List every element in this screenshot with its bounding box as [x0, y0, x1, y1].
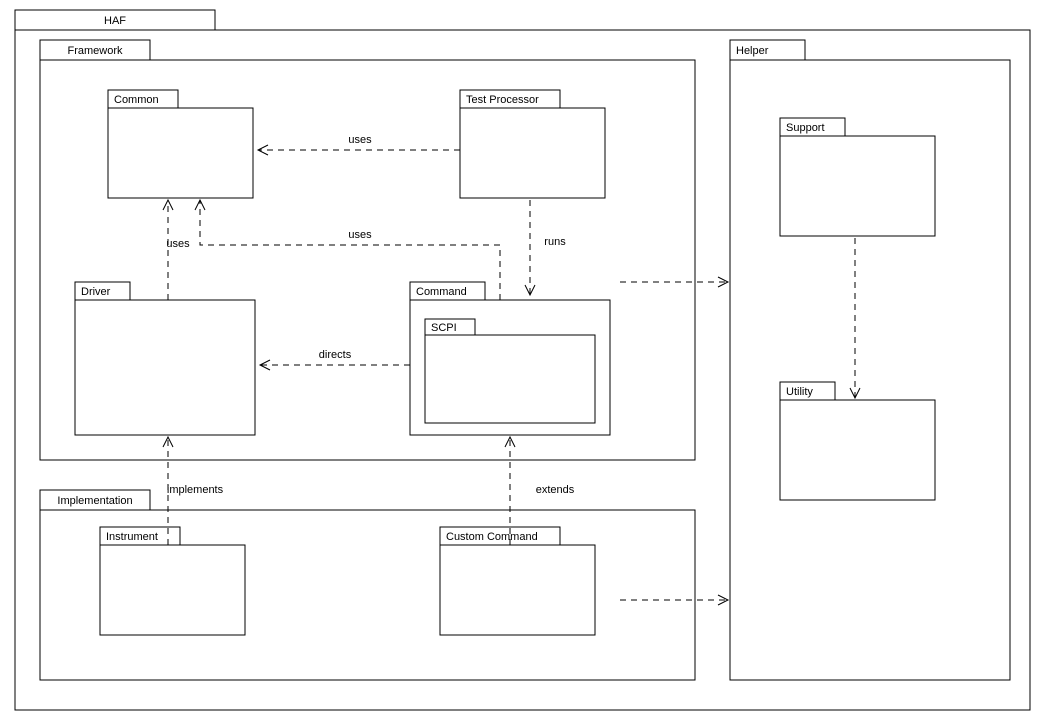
e-driver-common-label: uses [166, 238, 190, 250]
package-implementation: Implementation [40, 490, 695, 680]
e-testproc-common: uses [258, 134, 460, 150]
package-testproc: Test Processor [460, 90, 605, 198]
package-common: Common [108, 90, 253, 198]
e-testproc-command: runs [530, 200, 571, 295]
package-haf: HAF [15, 10, 1030, 710]
package-label-customcmd: Custom Command [446, 531, 538, 543]
package-scpi: SCPI [425, 319, 595, 423]
package-instrument: Instrument [100, 527, 245, 635]
package-label-utility: Utility [786, 386, 813, 398]
e-command-driver-label: directs [319, 349, 352, 361]
e-testproc-command-label: runs [544, 236, 566, 248]
package-label-common: Common [114, 94, 159, 106]
package-label-implementation: Implementation [57, 495, 132, 507]
package-label-instrument: Instrument [106, 531, 158, 543]
e-custom-command-label: extends [536, 484, 575, 496]
e-testproc-common-label: uses [348, 134, 372, 146]
uml-package-diagram: HAF Framework Helper Implementation Common Te… [0, 0, 1040, 720]
e-instr-driver-label: implements [167, 484, 224, 496]
package-label-support: Support [786, 122, 825, 134]
package-utility: Utility [780, 382, 935, 500]
package-label-helper: Helper [736, 45, 769, 57]
package-driver: Driver [75, 282, 255, 435]
package-label-framework: Framework [67, 45, 123, 57]
package-label-driver: Driver [81, 286, 111, 298]
e-command-common-label: uses [348, 229, 372, 241]
e-driver-common: uses [166, 200, 190, 300]
package-label-testproc: Test Processor [466, 94, 539, 106]
e-command-driver: directs [260, 349, 410, 365]
package-command: Command [410, 282, 610, 435]
package-label-command: Command [416, 286, 467, 298]
package-customcmd: Custom Command [440, 527, 595, 635]
package-label-scpi: SCPI [431, 322, 457, 334]
package-support: Support [780, 118, 935, 236]
package-label-haf: HAF [104, 15, 126, 27]
